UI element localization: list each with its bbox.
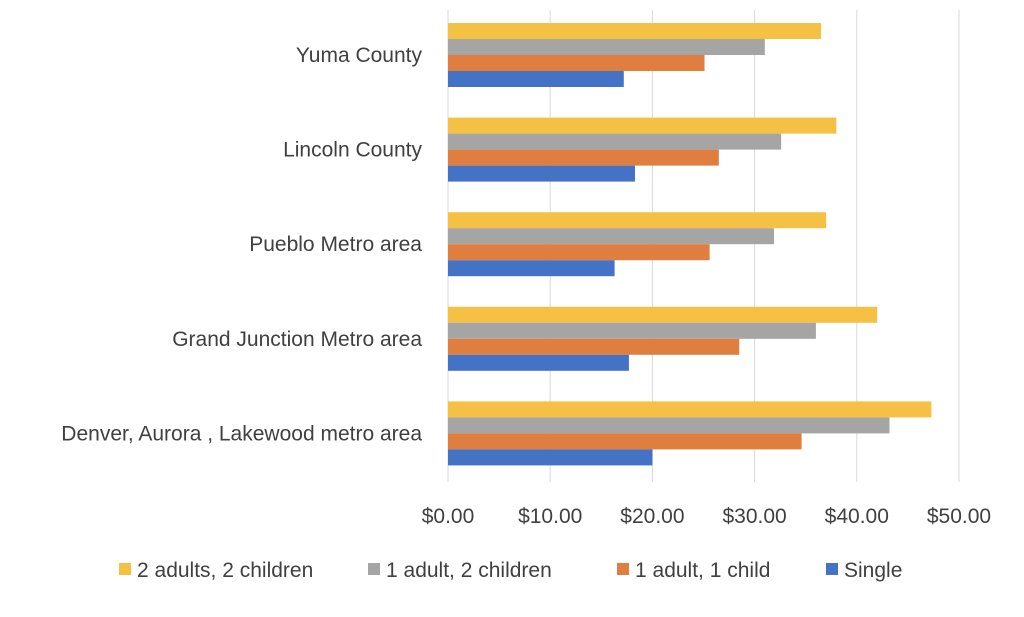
bar-single-0 <box>448 71 624 87</box>
legend-swatch <box>368 563 380 575</box>
x-tick-label: $0.00 <box>422 505 475 528</box>
bar-2-adults-2-children-0 <box>448 23 822 39</box>
bar-single-3 <box>448 354 629 371</box>
bar-1-adult-1-child-0 <box>448 55 705 71</box>
bar-1-adult-1-child-1 <box>448 149 719 166</box>
category-label: Pueblo Metro area <box>249 233 422 256</box>
x-tick-label: $30.00 <box>722 505 786 528</box>
legend-swatch <box>826 563 838 575</box>
bar-1-adult-2-children-1 <box>448 133 782 150</box>
x-tick-label: $40.00 <box>825 505 889 528</box>
category-label: Lincoln County <box>283 139 422 162</box>
legend-label: Single <box>844 559 902 582</box>
bar-2-adults-2-children-2 <box>448 212 827 229</box>
bar-1-adult-2-children-0 <box>448 39 765 55</box>
bar-single-4 <box>448 449 653 466</box>
legend: 2 adults, 2 children 1 adult, 2 children 1… <box>119 559 902 582</box>
bar-1-adult-2-children-4 <box>448 417 890 434</box>
bar-2-adults-2-children-3 <box>448 306 878 323</box>
x-tick-label: $10.00 <box>518 505 582 528</box>
bar-1-adult-1-child-2 <box>448 244 710 261</box>
bar-1-adult-2-children-3 <box>448 322 816 339</box>
bar-2-adults-2-children-4 <box>448 401 932 418</box>
legend-label: 1 adult, 1 child <box>635 559 770 582</box>
category-axis: Yuma County Lincoln County Pueblo Metro ar… <box>61 44 422 445</box>
legend-label: 1 adult, 2 children <box>386 559 552 582</box>
x-tick-label: $20.00 <box>620 505 684 528</box>
bar-single-2 <box>448 260 615 277</box>
value-axis: $0.00 $10.00 $20.00 $30.00 $40.00 $50.00 <box>422 505 991 528</box>
legend-label: 2 adults, 2 children <box>137 559 313 582</box>
legend-swatch <box>119 563 131 575</box>
category-label: Grand Junction Metro area <box>172 328 422 351</box>
x-tick-label: $50.00 <box>927 505 991 528</box>
bar-single-1 <box>448 165 636 182</box>
bar-1-adult-2-children-2 <box>448 228 775 245</box>
bar-2-adults-2-children-1 <box>448 117 837 134</box>
bar-1-adult-1-child-3 <box>448 338 740 355</box>
category-label: Denver, Aurora , Lakewood metro area <box>61 422 422 445</box>
legend-swatch <box>617 563 629 575</box>
bars <box>448 23 932 466</box>
category-label: Yuma County <box>296 44 423 67</box>
bar-1-adult-1-child-4 <box>448 433 802 450</box>
